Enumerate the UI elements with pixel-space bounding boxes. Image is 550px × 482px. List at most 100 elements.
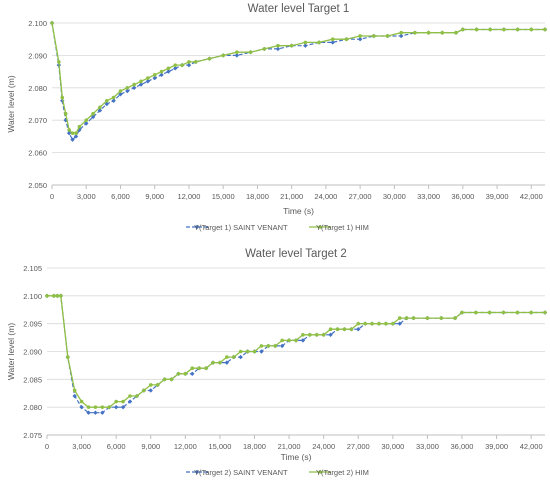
legend-swatch-marker (318, 470, 322, 474)
data-point-him (218, 360, 222, 365)
x-tick-label: 6,000 (111, 192, 130, 201)
data-point-him (139, 79, 143, 84)
data-point-him (187, 60, 191, 64)
data-point-him (148, 383, 153, 387)
data-point-him (460, 310, 464, 315)
data-point-saint-venant (104, 101, 109, 107)
x-tick-label: 36,000 (451, 192, 474, 201)
x-tick-label: 9,000 (141, 442, 160, 451)
y-tick-label: 2.095 (23, 320, 42, 329)
x-tick-label: 33,000 (416, 442, 439, 451)
x-tick-label: 24,000 (312, 442, 335, 451)
data-point-him (501, 310, 506, 315)
data-point-saint-venant (97, 108, 103, 113)
x-tick-label: 0 (50, 192, 54, 201)
y-tick-label: 2.070 (28, 116, 47, 125)
x-tick-label: 33,000 (417, 192, 440, 201)
data-point-him (411, 316, 416, 320)
data-point-him (142, 388, 146, 393)
data-point-saint-venant (70, 137, 75, 142)
x-tick-label: 27,000 (349, 192, 372, 201)
data-point-him (128, 394, 132, 398)
x-tick-label: 39,000 (486, 192, 509, 201)
data-point-saint-venant (190, 371, 195, 376)
data-point-him (63, 111, 68, 116)
x-tick-label: 30,000 (383, 192, 406, 201)
data-point-him (197, 366, 201, 371)
data-point-saint-venant (90, 114, 96, 120)
data-point-him (252, 349, 257, 354)
data-point-saint-venant (111, 98, 116, 103)
data-point-him (74, 131, 78, 135)
data-point-saint-venant (356, 327, 361, 332)
data-point-saint-venant (275, 46, 281, 52)
data-point-him (50, 21, 54, 25)
y-tick-label: 2.085 (23, 375, 42, 384)
series-line-saint-venant (47, 295, 545, 414)
legend-swatch-marker (194, 224, 200, 230)
data-point-him (183, 371, 188, 376)
legend-swatch-marker (318, 225, 322, 229)
x-tick-label: 0 (45, 442, 49, 451)
data-point-saint-venant (279, 343, 285, 349)
x-tick-label: 12,000 (174, 442, 197, 451)
data-point-him (262, 47, 267, 51)
x-tick-label: 3,000 (72, 442, 91, 451)
data-point-him (125, 86, 130, 90)
data-point-saint-venant (234, 53, 240, 58)
data-point-saint-venant (84, 121, 89, 126)
data-point-him (425, 316, 430, 320)
data-point-saint-venant (100, 410, 105, 415)
data-point-him (121, 399, 125, 404)
data-point-him (515, 310, 520, 315)
data-point-him (356, 321, 361, 326)
y-tick-label: 2.050 (28, 181, 47, 190)
data-point-him (321, 333, 326, 337)
data-point-saint-venant (328, 332, 333, 337)
data-point-him (70, 131, 75, 135)
data-point-saint-venant (73, 134, 79, 139)
x-tick-label: 15,000 (208, 442, 231, 451)
data-point-him (426, 30, 431, 35)
data-point-him (515, 27, 520, 32)
data-point-him (314, 333, 319, 337)
data-point-him (391, 321, 395, 326)
data-point-him (98, 105, 102, 110)
x-tick-label: 18,000 (243, 442, 266, 451)
data-point-him (266, 344, 271, 348)
data-point-saint-venant (72, 393, 77, 399)
data-point-him (235, 50, 239, 54)
data-point-him (358, 34, 362, 38)
y-tick-label: 2.080 (23, 403, 42, 412)
data-point-saint-venant (125, 88, 130, 94)
x-tick-label: 15,000 (212, 192, 235, 201)
data-point-saint-venant (399, 33, 404, 39)
data-point-him (502, 27, 506, 32)
x-tick-label: 21,000 (280, 192, 303, 201)
legend-swatch-marker (194, 469, 200, 475)
data-point-him (107, 405, 112, 409)
y-tick-label: 2.080 (28, 84, 47, 93)
x-tick-label: 12,000 (177, 192, 200, 201)
data-point-him (273, 344, 278, 348)
data-point-him (162, 377, 167, 382)
data-point-saint-venant (86, 410, 91, 415)
legend-label: Y(Target 1) HIM (316, 223, 369, 232)
data-point-him (100, 405, 105, 409)
data-point-him (330, 37, 335, 41)
data-point-him (245, 349, 250, 354)
y-tick-label: 2.090 (23, 348, 42, 357)
data-point-him (454, 30, 458, 35)
data-point-him (169, 377, 174, 382)
data-point-saint-venant (113, 404, 119, 410)
data-point-him (301, 333, 305, 337)
data-point-saint-venant (138, 82, 144, 87)
legend-label: Y(Target 2) HIM (316, 468, 369, 477)
data-point-him (104, 98, 109, 103)
data-point-saint-venant (131, 85, 137, 90)
data-point-him (248, 50, 253, 54)
data-point-saint-venant (173, 66, 178, 71)
data-point-him (146, 76, 150, 80)
data-point-him (440, 30, 445, 35)
legend-label: Y(Target 2) SAINT VENANT (194, 468, 288, 477)
